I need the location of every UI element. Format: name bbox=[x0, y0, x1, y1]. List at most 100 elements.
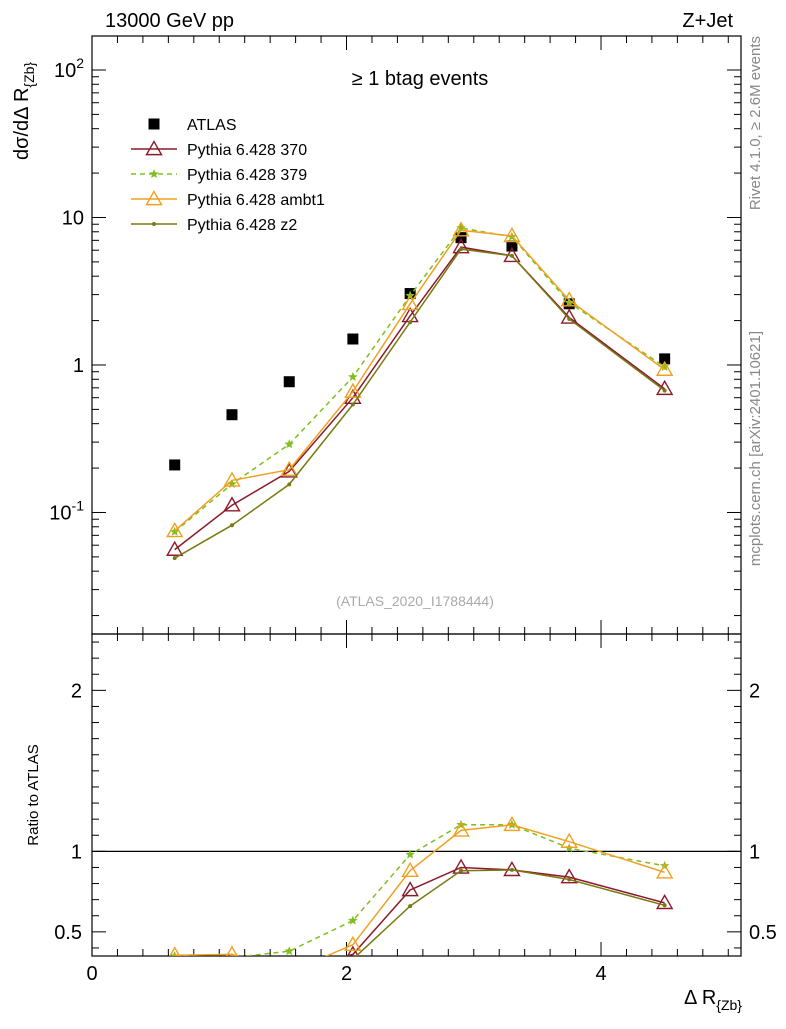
main-panel: ≥ 1 btag events (ATLAS_2020_I1788444) 10… bbox=[11, 35, 742, 635]
legend-marker bbox=[145, 190, 163, 206]
data-point-pythia-6-428-ambt1 bbox=[560, 291, 578, 307]
legend-item-pythia-6-428-z2: Pythia 6.428 z2 bbox=[131, 217, 297, 234]
data-point-pythia-6-428-379 bbox=[405, 849, 415, 859]
legend-item-pythia-6-428-379: Pythia 6.428 379 bbox=[131, 167, 307, 184]
data-point-pythia-6-428-370 bbox=[166, 540, 184, 556]
data-point-pythia-6-428-370 bbox=[452, 858, 470, 874]
legend-marker bbox=[152, 222, 156, 226]
data-point-pythia-6-428-z2 bbox=[287, 482, 292, 487]
ratio-ytick-label: 1 bbox=[71, 841, 82, 863]
ratio-frame bbox=[91, 633, 742, 957]
data-point-pythia-6-428-ambt1 bbox=[344, 382, 362, 398]
legend-item-atlas: ATLAS bbox=[148, 117, 237, 134]
data-point-pythia-6-428-z2 bbox=[408, 904, 413, 909]
ratio-ylabel: Ratio to ATLAS bbox=[25, 744, 42, 845]
data-point-pythia-6-428-379 bbox=[170, 526, 180, 536]
data-point-pythia-6-428-ambt1 bbox=[280, 460, 298, 477]
data-point-pythia-6-428-z2 bbox=[662, 388, 667, 393]
data-point-pythia-6-428-z2 bbox=[567, 877, 572, 882]
ratio-panel: 0.5 0.5 1 1 2 2 0 2 4 Ratio to ATLAS Δ R{Zb} bbox=[25, 633, 777, 1013]
legend-label: Pythia 6.428 ambt1 bbox=[187, 192, 325, 209]
series-line-pythia-6-428-370 bbox=[174, 246, 666, 551]
header-left: 13000 GeV pp bbox=[105, 10, 234, 32]
data-point-pythia-6-428-z2 bbox=[509, 253, 514, 258]
legend-marker bbox=[149, 169, 159, 178]
data-point-pythia-6-428-z2 bbox=[173, 973, 177, 977]
data-point-pythia-6-428-z2 bbox=[172, 556, 177, 561]
ratio-ytick-label-right: 2 bbox=[749, 680, 760, 702]
data-point-pythia-6-428-379 bbox=[564, 297, 574, 307]
data-point-pythia-6-428-370 bbox=[282, 965, 297, 978]
header-right: Z+Jet bbox=[682, 10, 733, 32]
series-pythia-6-428-379 bbox=[170, 819, 670, 956]
data-point-pythia-6-428-ambt1 bbox=[655, 360, 674, 376]
legend-marker bbox=[145, 140, 163, 156]
data-point-atlas bbox=[226, 409, 238, 421]
data-point-pythia-6-428-ambt1 bbox=[503, 815, 521, 832]
data-point-pythia-6-428-370 bbox=[560, 868, 578, 884]
x-axis-label: Δ R{Zb} bbox=[684, 987, 742, 1013]
ratio-ytick-label-right: 0.5 bbox=[749, 922, 777, 944]
data-point-pythia-6-428-370 bbox=[560, 308, 578, 324]
data-point-pythia-6-428-370 bbox=[655, 893, 674, 910]
data-point-pythia-6-428-ambt1 bbox=[225, 945, 238, 956]
data-point-pythia-6-428-370 bbox=[401, 881, 419, 897]
series-pythia-6-428-z2 bbox=[173, 867, 667, 985]
data-point-atlas bbox=[506, 240, 518, 252]
data-point-pythia-6-428-z2 bbox=[408, 320, 413, 325]
ratio-ytick-label: 2 bbox=[71, 680, 82, 702]
series-line-pythia-6-428-ambt1 bbox=[174, 824, 665, 956]
data-point-pythia-6-428-ambt1 bbox=[655, 863, 674, 879]
xtick-label: 2 bbox=[341, 963, 352, 985]
data-point-pythia-6-428-z2 bbox=[350, 402, 355, 407]
data-point-pythia-6-428-ambt1 bbox=[401, 294, 419, 311]
series-pythia-6-428-370 bbox=[166, 238, 674, 556]
data-point-pythia-6-428-ambt1 bbox=[166, 521, 184, 538]
data-point-pythia-6-428-z2 bbox=[287, 978, 291, 982]
series-line-pythia-6-428-z2 bbox=[355, 869, 665, 956]
data-point-pythia-6-428-z2 bbox=[567, 316, 572, 321]
data-point-pythia-6-428-ambt1 bbox=[452, 821, 470, 837]
series-line-pythia-6-428-z2 bbox=[174, 248, 666, 559]
data-point-pythia-6-428-379 bbox=[456, 222, 466, 232]
data-point-pythia-6-428-370 bbox=[224, 966, 239, 979]
data-point-atlas bbox=[347, 333, 359, 345]
main-ytick-label: 10-1 bbox=[49, 497, 84, 524]
data-point-pythia-6-428-ambt1 bbox=[223, 471, 241, 487]
data-point-pythia-6-428-379 bbox=[284, 439, 294, 449]
data-point-pythia-6-428-370 bbox=[346, 945, 359, 956]
legend-label: Pythia 6.428 370 bbox=[187, 142, 307, 159]
data-point-pythia-6-428-370 bbox=[167, 961, 182, 974]
data-point-pythia-6-428-ambt1 bbox=[560, 832, 578, 849]
data-point-pythia-6-428-379 bbox=[284, 946, 294, 956]
data-point-pythia-6-428-z2 bbox=[662, 903, 667, 908]
data-point-pythia-6-428-z2 bbox=[230, 981, 234, 985]
legend-label: Pythia 6.428 379 bbox=[187, 167, 307, 184]
rivet-label: Rivet 4.1.0, ≥ 2.6M events bbox=[747, 36, 764, 210]
watermark: (ATLAS_2020_I1788444) bbox=[336, 593, 494, 609]
legend-label: ATLAS bbox=[187, 117, 237, 134]
xtick-label: 4 bbox=[595, 963, 606, 985]
data-point-pythia-6-428-370 bbox=[452, 238, 470, 254]
data-point-atlas bbox=[455, 232, 467, 244]
data-point-atlas bbox=[283, 376, 295, 388]
main-ytick-label: 1 bbox=[73, 355, 84, 377]
main-ytick-label: 102 bbox=[54, 55, 84, 82]
data-point-pythia-6-428-z2 bbox=[459, 868, 464, 873]
data-point-pythia-6-428-370 bbox=[223, 496, 241, 512]
data-point-pythia-6-428-ambt1 bbox=[282, 965, 297, 978]
data-point-pythia-6-428-z2 bbox=[351, 957, 355, 961]
series-pythia-6-428-379 bbox=[170, 222, 670, 536]
xtick-label: 0 bbox=[86, 963, 97, 985]
legend-item-pythia-6-428-ambt1: Pythia 6.428 ambt1 bbox=[131, 190, 325, 209]
data-point-pythia-6-428-ambt1 bbox=[169, 946, 181, 956]
ratio-ytick-label: 0.5 bbox=[54, 922, 82, 944]
data-point-pythia-6-428-379 bbox=[659, 361, 670, 371]
main-ylabel: dσ/dΔ R{Zb} bbox=[11, 62, 37, 160]
data-point-pythia-6-428-z2 bbox=[509, 867, 514, 872]
series-pythia-6-428-ambt1 bbox=[169, 815, 674, 978]
mcplots-label: mcplots.cern.ch [arXiv:2401.10621] bbox=[747, 331, 764, 566]
ratio-ytick-label-right: 1 bbox=[749, 841, 760, 863]
series-line-pythia-6-428-ambt1 bbox=[174, 229, 666, 532]
